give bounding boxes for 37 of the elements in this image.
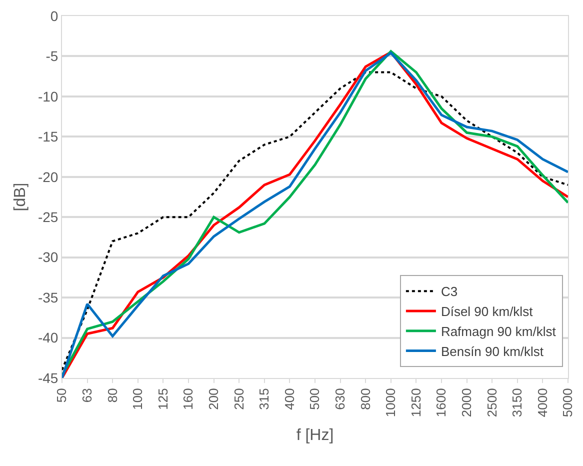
x-axis-title: f [Hz]	[296, 426, 334, 444]
x-tick-label: 1000	[383, 388, 398, 418]
y-tick-label: -10	[38, 88, 58, 104]
x-tick-label: 800	[358, 388, 373, 410]
legend-label: Dísel 90 km/klst	[440, 304, 534, 320]
y-tick-label: -40	[38, 330, 58, 346]
x-tick-label: 1250	[408, 388, 424, 418]
y-axis-title: [dB]	[12, 182, 29, 212]
x-tick-label: 2000	[459, 388, 474, 418]
x-tick-label: 2500	[484, 388, 500, 418]
x-tick-label: 400	[282, 388, 297, 410]
y-tick-label: 0	[50, 8, 58, 24]
y-tick-label: -5	[46, 48, 58, 64]
y-tick-label: -25	[38, 209, 58, 226]
x-tick-label: 250	[231, 388, 246, 410]
x-tick-label: 63	[80, 388, 95, 403]
x-tick-label: 200	[206, 388, 222, 410]
x-tick-label: 100	[130, 388, 146, 410]
x-tick-label: 315	[256, 388, 272, 410]
x-tick-label: 500	[307, 388, 322, 410]
x-tick-label: 80	[104, 388, 120, 403]
x-tick-label: 50	[54, 388, 70, 403]
legend-label: C3	[440, 284, 458, 300]
x-tick-label: 630	[332, 388, 348, 410]
x-tick-label: 1600	[434, 388, 449, 418]
x-tick-label: 125	[155, 388, 170, 410]
legend-label: Bensín 90 km/klst	[440, 344, 544, 359]
x-tick-label: 3150	[510, 388, 525, 418]
y-tick-label: -15	[38, 128, 58, 145]
y-tick-label: -35	[38, 289, 58, 306]
y-tick-label: -45	[38, 370, 58, 386]
x-tick-label: 4000	[534, 388, 550, 418]
legend-label: Rafmagn 90 km/klst	[440, 324, 556, 339]
x-tick-label: 5000	[560, 388, 576, 418]
y-tick-label: -30	[38, 249, 58, 266]
x-tick-label: 160	[180, 388, 196, 410]
y-tick-label: -20	[38, 168, 58, 185]
